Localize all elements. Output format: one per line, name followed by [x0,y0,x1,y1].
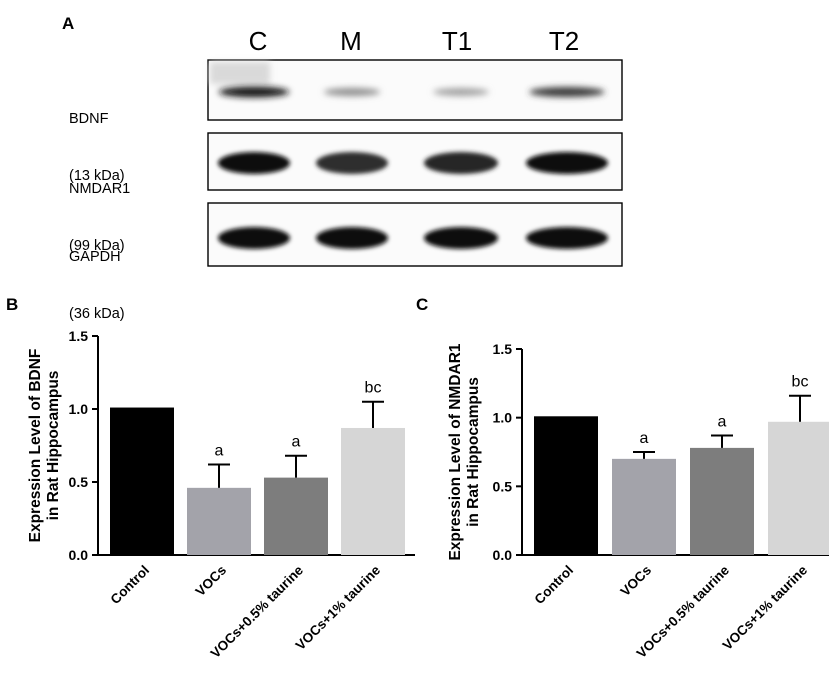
y-tick-label: 1.0 [493,410,513,426]
significance-label: a [292,434,301,451]
blot-strip-bdnf [207,59,623,121]
y-tick-label: 1.5 [69,328,89,344]
significance-label: a [215,442,224,459]
blot-band-nmdar1-c [218,152,290,174]
bar [612,458,676,555]
panel-letter-a: A [62,14,75,33]
blot-label-nmdar1: NMDAR1 (99 kDa) [69,142,130,275]
blot-band-gapdh-t1 [424,227,498,249]
y-tick-label: 0.0 [493,547,513,563]
bar [690,447,754,555]
y-tick-label: 0.5 [493,478,513,494]
blot-strip-nmdar1 [207,132,623,191]
panel-letter-c: C [416,295,428,314]
y-axis-label: in Rat Hippocampus [465,377,482,527]
y-tick-label: 0.5 [69,474,89,490]
bar [341,427,405,555]
y-axis-label: in Rat Hippocampus [45,371,62,521]
significance-label: a [640,430,649,447]
blot-band-nmdar1-m [316,152,388,174]
protein-name: NMDAR1 [69,181,131,197]
protein-name: GAPDH [69,249,121,265]
bar [534,416,598,555]
blot-band-bdnf-m [323,87,381,97]
blot-label-bdnf: BDNF (13 kDa) [69,72,125,205]
protein-name: BDNF [69,111,109,127]
protein-size: (13 kDa) [69,168,125,184]
protein-size: (36 kDa) [69,306,125,322]
chart-b: B 0.0 0.5 1.0 1.5 Expression Level of BDNF in… [6,295,415,661]
blot-band-gapdh-m [316,227,388,249]
panel-letter-b: B [6,295,18,314]
blot-band-nmdar1-t1 [424,152,498,174]
significance-label: bc [365,380,382,397]
bar [264,477,328,555]
y-tick-label: 1.5 [493,341,513,357]
lane-label-t2: T2 [548,26,580,56]
blot-label-gapdh: GAPDH (36 kDa) [69,210,125,343]
western-blot-image [207,59,623,267]
significance-label: bc [792,374,809,391]
significance-label: a [718,414,727,431]
y-tick-label: 0.0 [69,547,89,563]
blot-strip-gapdh [207,202,623,267]
bar [768,421,829,555]
category-label: VOCs [193,563,230,600]
category-label: Control [532,563,577,608]
lane-label-m: M [340,26,362,56]
blot-band-bdnf-c [218,86,290,98]
chart-c: C 0.0 0.5 1.0 1.5 Expression Level of NMDAR1… [416,295,829,661]
category-label: VOCs [618,563,655,600]
blot-band-bdnf-t1 [433,88,489,96]
category-label: VOCs+1% taurine [720,562,811,653]
bar [110,407,174,555]
category-label: VOCs+1% taurine [293,562,384,653]
y-axis-label: Expression Level of NMDAR1 [447,343,464,560]
blot-band-gapdh-c [218,227,290,249]
lane-label-c: C [248,26,268,56]
lane-label-t1: T1 [441,26,473,56]
y-axis-label: Expression Level of BDNF [27,349,44,543]
protein-size: (99 kDa) [69,238,125,254]
blot-band-bdnf-t2 [529,87,605,97]
y-tick-label: 1.0 [69,401,89,417]
blot-band-nmdar1-t2 [526,152,608,174]
blot-band-gapdh-t2 [526,227,608,249]
category-label: Control [108,563,153,608]
bar [187,487,251,555]
